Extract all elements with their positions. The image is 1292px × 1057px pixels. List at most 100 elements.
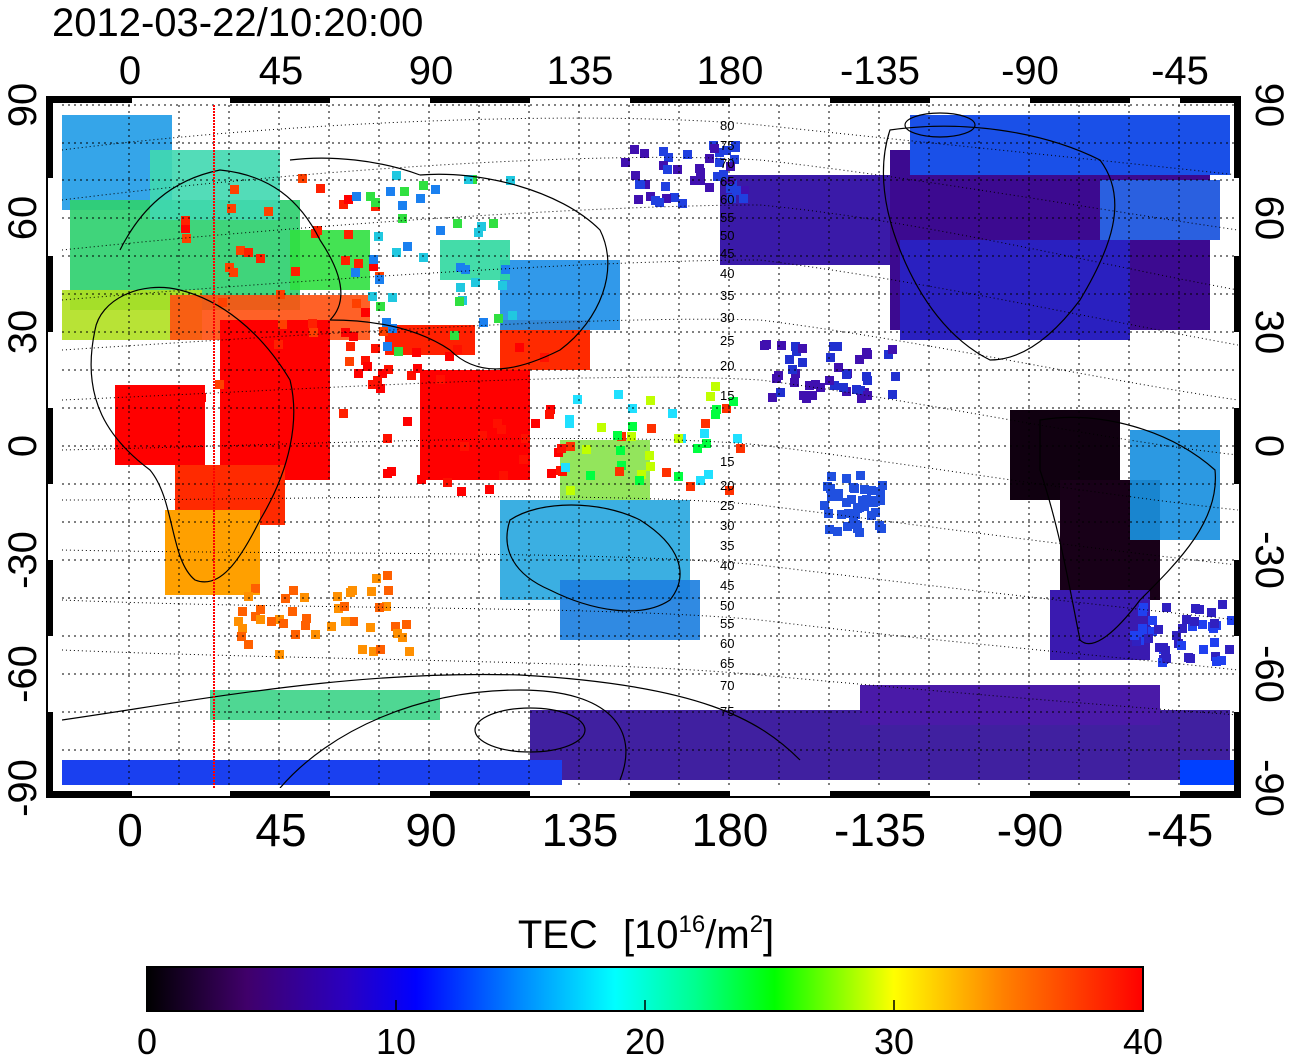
tec-cell xyxy=(1162,603,1171,612)
tec-cell xyxy=(565,415,574,424)
contour-label: 50 xyxy=(720,228,734,243)
tec-cell xyxy=(419,253,428,262)
tec-cell xyxy=(383,434,392,443)
contour-label: 60 xyxy=(720,636,734,651)
contour-label: 75 xyxy=(720,704,734,719)
tec-cell xyxy=(857,394,866,403)
tec-cell xyxy=(215,380,224,389)
tec-cell xyxy=(500,455,509,464)
tec-cell xyxy=(830,381,839,390)
tec-cell xyxy=(181,216,190,225)
tec-cell xyxy=(412,348,421,357)
tec-cell xyxy=(445,352,454,361)
tec-cell xyxy=(635,476,644,485)
bottom-lon-tick: -90 xyxy=(997,804,1063,856)
tec-cell xyxy=(674,472,683,481)
tec-cell xyxy=(842,370,851,379)
tec-cell xyxy=(494,314,503,323)
tec-cell xyxy=(640,149,649,158)
colorbar-tick: 20 xyxy=(625,1021,665,1057)
tec-cell xyxy=(488,440,497,449)
tec-cell xyxy=(888,345,897,354)
tec-cell xyxy=(628,422,637,431)
tec-cell xyxy=(344,230,353,239)
colorbar-unit-end: ] xyxy=(763,913,774,957)
tec-cell xyxy=(597,423,606,432)
tec-cell xyxy=(366,623,375,632)
tec-cell xyxy=(617,461,626,470)
top-lon-tick: 0 xyxy=(119,49,141,93)
tec-cell xyxy=(855,528,864,537)
tec-cell xyxy=(867,511,876,520)
right-lat-tick: 0 xyxy=(1247,435,1291,457)
tec-cell xyxy=(333,592,342,601)
tec-region-south-polar xyxy=(210,690,440,720)
tec-cell xyxy=(1130,631,1139,640)
contour-label: 40 xyxy=(720,558,734,573)
right-lat-tick: 30 xyxy=(1247,310,1291,355)
left-lat-tick: -30 xyxy=(1,531,45,589)
tec-cell xyxy=(1227,616,1236,625)
tec-cell xyxy=(1177,641,1186,650)
tec-cell xyxy=(375,603,384,612)
tec-cell xyxy=(726,162,735,171)
left-lat-tick: 30 xyxy=(1,310,45,355)
tec-cell xyxy=(631,171,640,180)
right-lat-tick: -60 xyxy=(1247,645,1291,703)
tec-cell xyxy=(309,328,318,337)
tec-cell xyxy=(715,148,724,157)
top-lon-tick: -135 xyxy=(840,49,920,93)
tec-cell xyxy=(659,147,668,156)
tec-cell xyxy=(1132,637,1141,646)
tec-cell xyxy=(316,184,325,193)
tec-cell xyxy=(345,357,354,366)
tec-cell xyxy=(1210,619,1219,628)
tec-cell xyxy=(566,442,575,451)
tec-cell xyxy=(826,484,835,493)
contour-label: 50 xyxy=(720,598,734,613)
tec-cell xyxy=(373,376,382,385)
tec-cell xyxy=(230,185,239,194)
tec-cell xyxy=(811,380,820,389)
tec-region-north-america xyxy=(1100,180,1220,240)
tec-cell xyxy=(705,154,714,163)
tec-cell xyxy=(289,586,298,595)
tec-cell xyxy=(436,226,445,235)
bottom-longitude-axis: 0 45 90 135 180 -135 -90 -45 xyxy=(117,804,1213,856)
top-lon-tick: -90 xyxy=(1001,49,1059,93)
tec-cell xyxy=(407,371,416,380)
tec-cell xyxy=(637,470,646,479)
tec-cell xyxy=(388,293,397,302)
tec-cell xyxy=(849,513,858,522)
tec-cell xyxy=(1199,645,1208,654)
tec-cell xyxy=(515,343,524,352)
tec-cell xyxy=(842,498,851,507)
tec-cell xyxy=(378,369,387,378)
tec-cell xyxy=(802,394,811,403)
tec-cell xyxy=(820,501,829,510)
tec-cell xyxy=(556,466,565,475)
tec-cell xyxy=(453,219,462,228)
tec-cell xyxy=(731,143,740,152)
tec-cell xyxy=(722,146,731,155)
tec-cell xyxy=(839,383,848,392)
map-plot: 80 75 70 65 60 55 50 45 40 35 30 25 20 1… xyxy=(46,96,1241,798)
top-lon-tick: 45 xyxy=(259,49,304,93)
contour-label: 65 xyxy=(720,174,734,189)
tec-cell xyxy=(394,347,403,356)
left-latitude-axis: 90 60 30 0 -30 -60 -90 xyxy=(1,83,45,817)
contour-label: 20 xyxy=(720,478,734,493)
tec-cell xyxy=(696,476,705,485)
colorbar-unit-exponent2: 2 xyxy=(750,911,763,938)
tec-cell xyxy=(361,356,370,365)
tec-cell xyxy=(1186,654,1195,663)
tec-cell xyxy=(713,172,722,181)
tec-cell xyxy=(366,192,375,201)
tec-cell xyxy=(477,222,486,231)
tec-cell xyxy=(1212,657,1221,666)
tec-cell xyxy=(646,462,655,471)
tec-cell xyxy=(419,181,428,190)
tec-cell xyxy=(760,341,769,350)
tec-cell xyxy=(673,165,682,174)
tec-cell xyxy=(400,187,409,196)
